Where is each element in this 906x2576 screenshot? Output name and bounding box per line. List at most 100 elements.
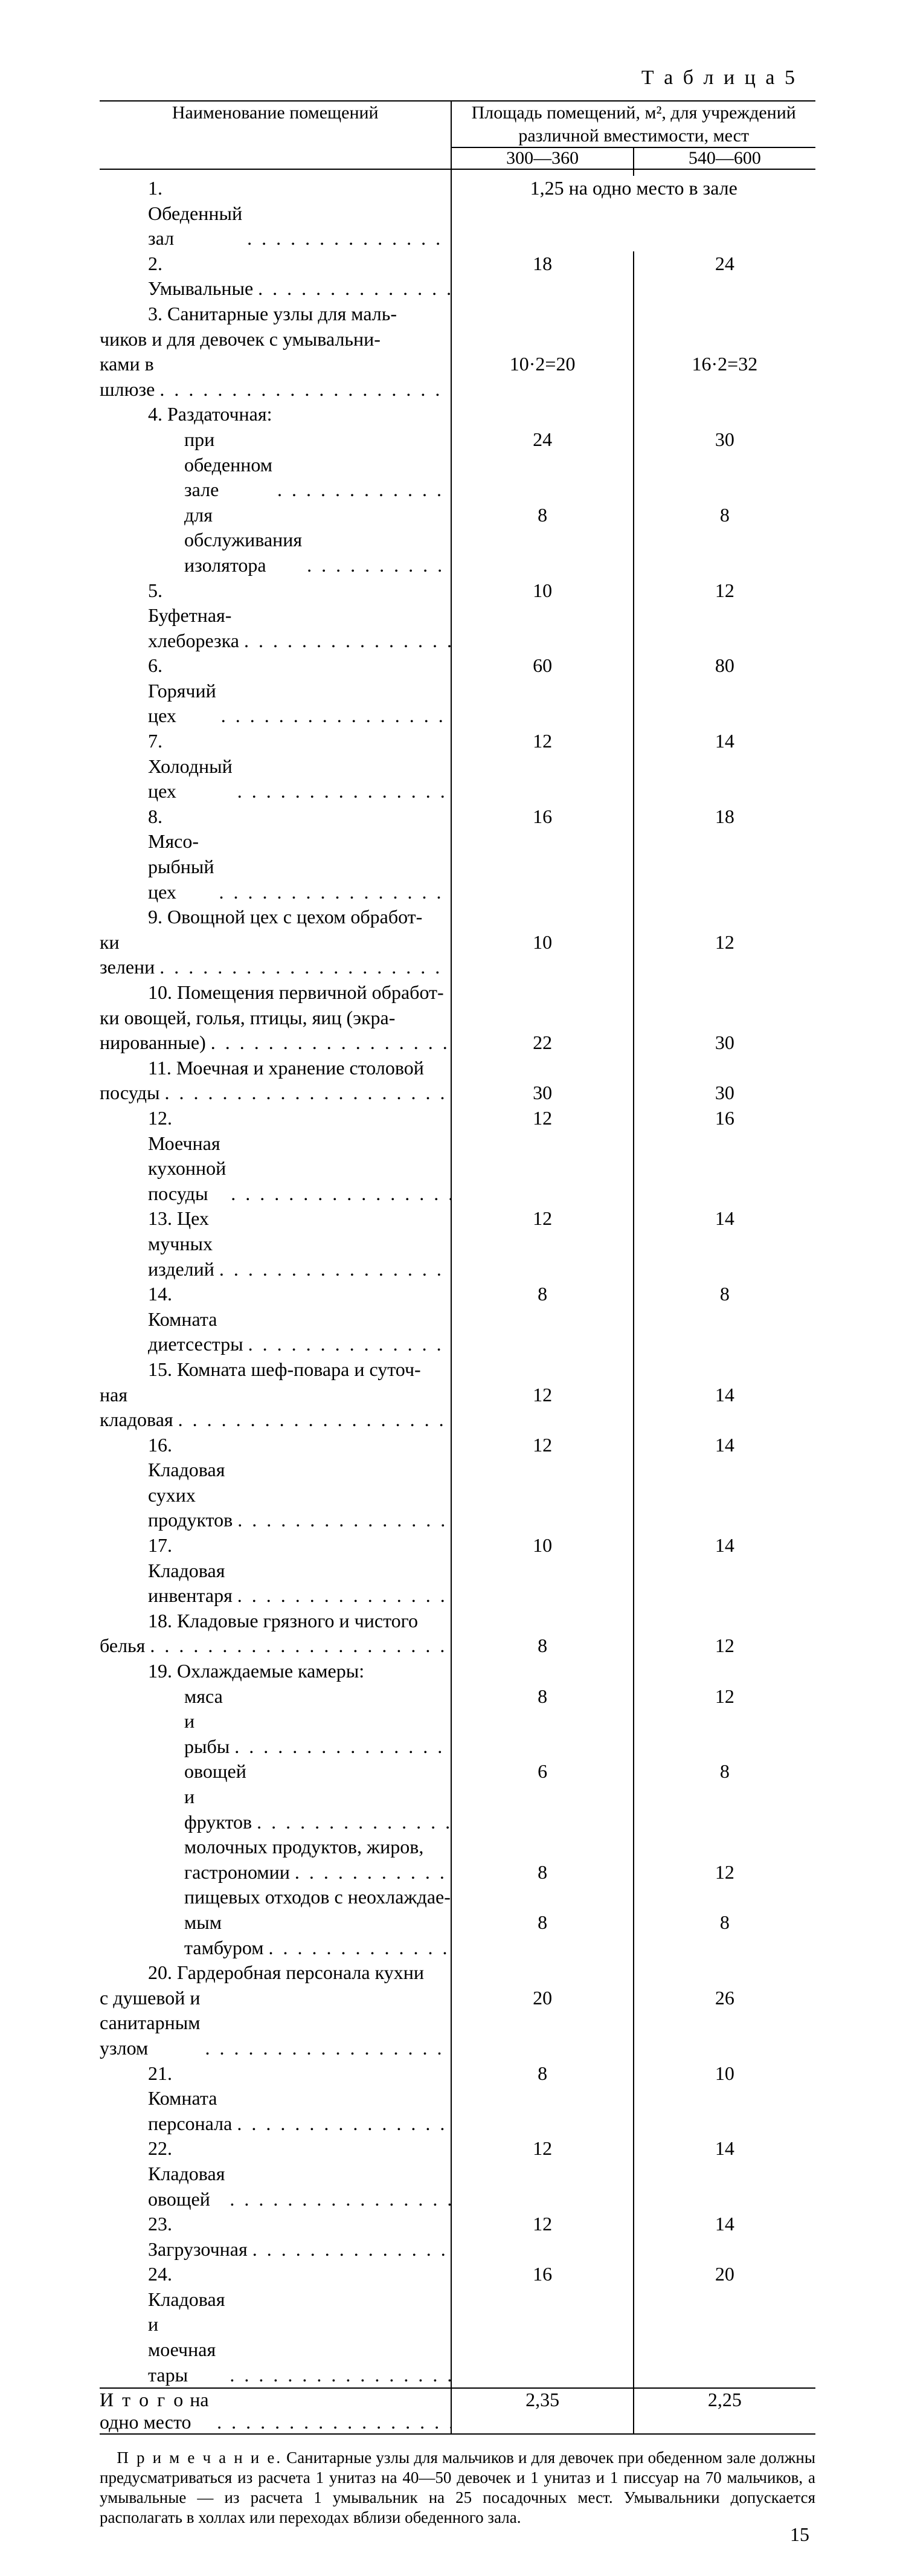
row-value-a: 18 xyxy=(451,251,633,302)
row-value-a: 12 xyxy=(451,729,633,804)
dot-leader: . . . . . . . . . . . . . . . . . . . . … xyxy=(252,1810,451,1835)
row-value-b: 30 xyxy=(634,1030,815,1056)
row-label: ки овощей, голья, птицы, яиц (экра- xyxy=(100,1006,395,1031)
row-label: 14. Комната диетсестры xyxy=(148,1282,243,1357)
row-value-b xyxy=(634,302,815,327)
dot-leader: . . . . . . . . . . . . . . . . . . . . … xyxy=(233,1583,451,1609)
row-value-a xyxy=(451,1885,633,1910)
table-row: мым тамбуром . . . . . . . . . . . . . .… xyxy=(100,1910,815,1960)
dot-leader: . . . . . . . . . . . . . . . . . . . . … xyxy=(206,1030,451,1056)
row-value-b xyxy=(634,980,815,1006)
table-row: 1. Обеденный зал . . . . . . . . . . . .… xyxy=(100,176,815,251)
row-label: овощей и фруктов xyxy=(184,1759,252,1835)
dot-leader: . . . . . . . . . . . . . . . . . . . . … xyxy=(226,1181,451,1207)
table-row: 9. Овощной цех с цехом обработ- xyxy=(100,905,815,930)
table-row: 23. Загрузочная . . . . . . . . . . . . … xyxy=(100,2212,815,2262)
row-label: пищевых отходов с неохлаждае- xyxy=(184,1885,451,1910)
row-value-b: 12 xyxy=(634,1633,815,1659)
row-value-b: 14 xyxy=(634,1206,815,1282)
row-label: 2. Умывальные xyxy=(148,251,253,302)
row-value-b: 14 xyxy=(634,1533,815,1609)
row-value-a: 12 xyxy=(451,1206,633,1282)
row-value-a xyxy=(451,302,633,327)
dot-leader: . . . . . . . . . . . . . . . . . . . . … xyxy=(159,1080,451,1106)
header-name: Наименование помещений xyxy=(100,102,451,169)
row-value-b: 8 xyxy=(634,1910,815,1960)
total-a: 2,35 xyxy=(451,2389,633,2433)
header-col-a: 300—360 xyxy=(451,147,633,169)
row-value-a xyxy=(451,1960,633,1986)
table-row: 7. Холодный цех . . . . . . . . . . . . … xyxy=(100,729,815,804)
table-row: 18. Кладовые грязного и чистого xyxy=(100,1609,815,1634)
row-label: 1. Обеденный зал xyxy=(148,176,242,251)
table-row: 12. Моечная кухонной посуды . . . . . . … xyxy=(100,1106,815,1206)
table-row: белья . . . . . . . . . . . . . . . . . … xyxy=(100,1633,815,1659)
table-row: мяса и рыбы . . . . . . . . . . . . . . … xyxy=(100,1684,815,1760)
dot-leader: . . . . . . . . . . . . . . . . . . . . … xyxy=(201,2036,451,2061)
table-row: 6. Горячий цех . . . . . . . . . . . . .… xyxy=(100,653,815,729)
table-row: пищевых отходов с неохлаждае- xyxy=(100,1885,815,1910)
dot-leader: . . . . . . . . . . . . . . . . . . . . … xyxy=(233,1508,451,1533)
table-row: 8. Мясо-рыбный цех . . . . . . . . . . .… xyxy=(100,804,815,905)
table-row: ки овощей, голья, птицы, яиц (экра- xyxy=(100,1006,815,1031)
row-value-b: 12 xyxy=(634,578,815,654)
row-value-b: 8 xyxy=(634,1282,815,1357)
row-value-a: 10 xyxy=(451,578,633,654)
row-value-b: 30 xyxy=(634,1080,815,1106)
row-label: мяса и рыбы xyxy=(184,1684,230,1760)
row-value-b: 16 xyxy=(634,1106,815,1206)
table-row: 13. Цех мучных изделий . . . . . . . . .… xyxy=(100,1206,815,1282)
dot-leader: . . . . . . . . . . . . . . . . . . . . … xyxy=(232,2111,451,2137)
row-value-b: 12 xyxy=(634,930,815,980)
row-value-a: 22 xyxy=(451,1030,633,1056)
row-value-a: 16 xyxy=(451,804,633,905)
table-row: гастрономии . . . . . . . . . . . . . . … xyxy=(100,1860,815,1885)
row-value-span: 1,25 на одно место в зале xyxy=(451,176,815,251)
table: Наименование помещений Площадь помещений… xyxy=(100,102,815,2435)
row-value-a: 6 xyxy=(451,1759,633,1835)
row-value-b: 30 xyxy=(634,427,815,503)
row-label: 6. Горячий цех xyxy=(148,653,216,729)
row-value-b: 12 xyxy=(634,1860,815,1885)
row-value-a: 12 xyxy=(451,1433,633,1533)
row-label: при обеденном зале xyxy=(184,427,272,503)
total-b: 2,25 xyxy=(634,2389,815,2433)
row-label: чиков и для девочек с умывальни- xyxy=(100,327,381,352)
dot-leader: . . . . . . . . . . . . . . . . . . . . … xyxy=(145,1633,451,1659)
row-label: посуды xyxy=(100,1080,159,1106)
row-label: ками в шлюзе xyxy=(100,352,155,402)
dot-leader: . . . . . . . . . . . . . . . . . . . . … xyxy=(212,2411,451,2433)
table-row: 11. Моечная и хранение столовой xyxy=(100,1056,815,1081)
row-label: 12. Моечная кухонной посуды xyxy=(148,1106,226,1206)
table-caption: Т а б л и ц а 5 xyxy=(100,66,815,89)
table-row: 14. Комната диетсестры . . . . . . . . .… xyxy=(100,1282,815,1357)
row-label: белья xyxy=(100,1633,145,1659)
row-value-b xyxy=(634,1056,815,1081)
row-label: 11. Моечная и хранение столовой xyxy=(148,1056,424,1081)
row-value-a: 12 xyxy=(451,1383,633,1433)
row-label: нированные) xyxy=(100,1030,206,1056)
row-value-a: 8 xyxy=(451,503,633,578)
row-label: 9. Овощной цех с цехом обработ- xyxy=(148,905,422,930)
row-value-b xyxy=(634,1659,815,1684)
row-label: 10. Помещения первичной обработ- xyxy=(148,980,444,1006)
row-value-b xyxy=(634,1609,815,1634)
row-value-b: 10 xyxy=(634,2061,815,2137)
row-value-b xyxy=(634,1006,815,1031)
table-row: 10. Помещения первичной обработ- xyxy=(100,980,815,1006)
table-row: чиков и для девочек с умывальни- xyxy=(100,327,815,352)
row-label: молочных продуктов, жиров, xyxy=(184,1835,423,1860)
dot-leader: . . . . . . . . . . . . . . . . . . . . … xyxy=(242,226,451,251)
table-row: 15. Комната шеф-повара и суточ- xyxy=(100,1357,815,1383)
row-value-b: 8 xyxy=(634,503,815,578)
dot-leader: . . . . . . . . . . . . . . . . . . . . … xyxy=(214,1257,451,1282)
row-value-a xyxy=(451,980,633,1006)
row-value-b xyxy=(634,1835,815,1860)
row-value-a xyxy=(451,905,633,930)
table-row: посуды . . . . . . . . . . . . . . . . .… xyxy=(100,1080,815,1106)
table-row: 20. Гардеробная персонала кухни xyxy=(100,1960,815,1986)
row-value-a xyxy=(451,1609,633,1634)
row-value-b: 14 xyxy=(634,729,815,804)
row-label: 22. Кладовая овощей xyxy=(148,2136,225,2212)
row-value-a: 30 xyxy=(451,1080,633,1106)
